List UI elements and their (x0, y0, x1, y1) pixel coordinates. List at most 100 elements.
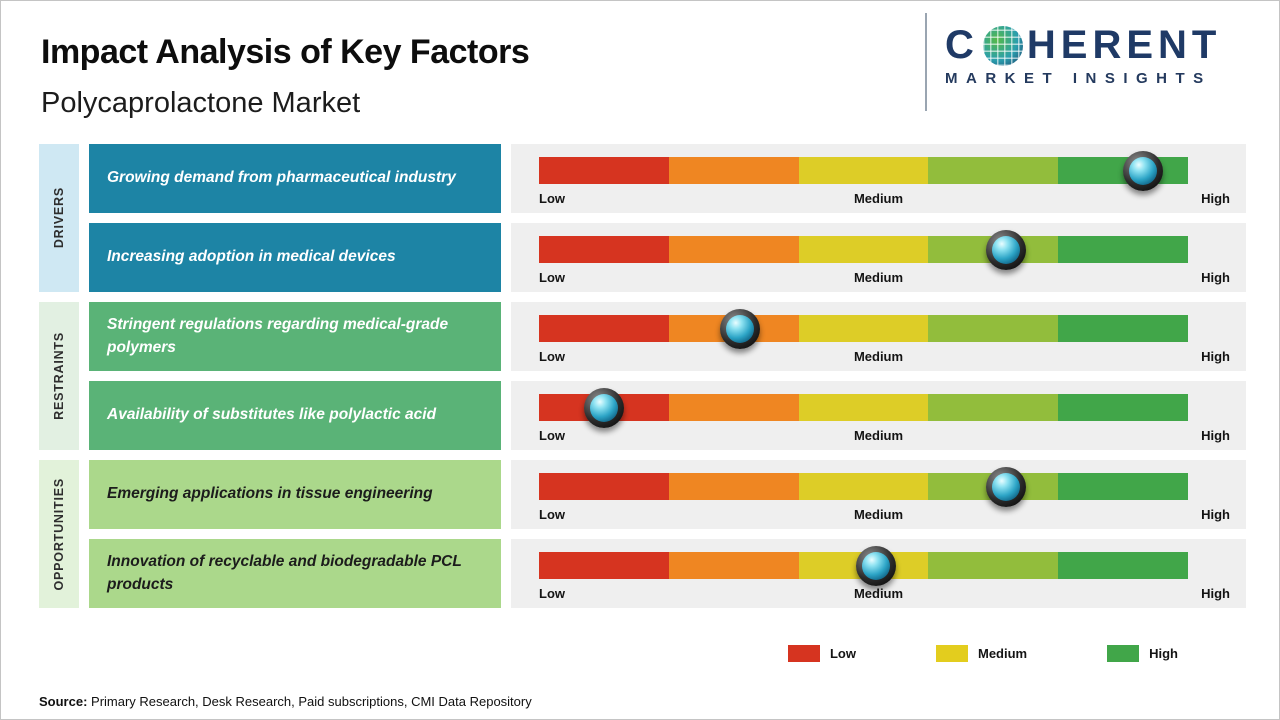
scale-label-high: High (1201, 349, 1230, 364)
impact-bar-panel-1: Low Medium High (511, 144, 1246, 213)
impact-bar-3 (539, 308, 1188, 349)
legend: Low Medium High (511, 645, 1246, 662)
impact-marker-core (992, 235, 1021, 264)
impact-marker-5 (986, 466, 1027, 507)
impact-bar-5 (539, 466, 1188, 507)
bar-segment (1058, 473, 1188, 500)
impact-bar-panel-3: Low Medium High (511, 302, 1246, 371)
impact-bar-2 (539, 229, 1188, 270)
scale-label-medium: Medium (853, 428, 904, 443)
bar-segment (539, 236, 669, 263)
scale-label-medium: Medium (853, 349, 904, 364)
brand-name: C HERENT (945, 23, 1221, 68)
factor-box-6: Innovation of recyclable and biodegradab… (89, 539, 501, 608)
brand-name-suffix: HERENT (1026, 23, 1222, 67)
source-text: Primary Research, Desk Research, Paid su… (87, 694, 532, 709)
factor-text-6: Innovation of recyclable and biodegradab… (107, 553, 462, 593)
bar-segment (928, 394, 1059, 421)
group-label-drivers: DRIVERS (52, 187, 66, 249)
bar-segment (798, 315, 929, 342)
impact-marker-core (1128, 156, 1157, 185)
scale-label-low: Low (539, 349, 565, 364)
impact-bar-panel-6: Low Medium High (511, 539, 1246, 608)
legend-swatch-low (787, 645, 820, 662)
impact-marker-core (862, 551, 891, 580)
bar-segment (1058, 552, 1188, 579)
group-strip-drivers: DRIVERS (39, 144, 79, 292)
legend-label-low: Low (829, 646, 856, 661)
source-prefix: Source: (39, 694, 88, 709)
factor-box-5: Emerging applications in tissue engineer… (89, 460, 501, 529)
scale-label-high: High (1201, 191, 1230, 206)
bar-segment (668, 552, 799, 579)
legend-item-low: Low (787, 645, 856, 662)
group-strip-opportunities: OPPORTUNITIES (39, 460, 79, 608)
bar-segment (539, 157, 669, 184)
factor-text-3: Stringent regulations regarding medical-… (107, 316, 449, 356)
legend-swatch-high (1107, 645, 1140, 662)
bar-segment (928, 315, 1059, 342)
bar-segment (928, 552, 1059, 579)
legend-item-medium: Medium (935, 645, 1028, 662)
legend-label-high: High (1149, 646, 1178, 661)
impact-bar-panel-4: Low Medium High (511, 381, 1246, 450)
scale-label-high: High (1201, 586, 1230, 601)
bar-segment (798, 473, 929, 500)
impact-marker-core (589, 393, 618, 422)
group-strip-restraints: RESTRAINTS (39, 302, 79, 450)
bar-segment (539, 315, 669, 342)
impact-bar-4 (539, 387, 1188, 428)
group-label-opportunities: OPPORTUNITIES (52, 477, 66, 591)
scale-label-low: Low (539, 191, 565, 206)
impact-bar-6 (539, 545, 1188, 586)
factor-box-1: Growing demand from pharmaceutical indus… (89, 144, 501, 213)
factor-text-2: Increasing adoption in medical devices (107, 248, 396, 266)
bar-segment (928, 157, 1059, 184)
brand-tagline: MARKET INSIGHTS (945, 70, 1212, 87)
factor-text-5: Emerging applications in tissue engineer… (107, 485, 433, 503)
impact-marker-2 (986, 229, 1027, 270)
group-label-restraints: RESTRAINTS (52, 332, 66, 420)
impact-marker-3 (720, 308, 761, 349)
bar-segment (1058, 236, 1188, 263)
bar-segment (668, 394, 799, 421)
bar-segment (539, 552, 669, 579)
impact-marker-core (726, 314, 755, 343)
brand-name-prefix: C (945, 23, 979, 67)
legend-label-medium: Medium (977, 646, 1028, 661)
bar-segment (798, 157, 929, 184)
scale-label-low: Low (539, 270, 565, 285)
factor-text-4: Availability of substitutes like polylac… (107, 406, 437, 424)
source-note: Source: Primary Research, Desk Research,… (39, 694, 532, 709)
scale-label-medium: Medium (853, 586, 904, 601)
mosaic-globe-icon (982, 25, 1023, 66)
impact-marker-6 (856, 545, 897, 586)
factor-box-2: Increasing adoption in medical devices (89, 223, 501, 292)
bar-segment (798, 236, 929, 263)
impact-marker-core (992, 472, 1021, 501)
impact-marker-4 (583, 387, 624, 428)
scale-label-high: High (1201, 428, 1230, 443)
impact-bar-panel-2: Low Medium High (511, 223, 1246, 292)
logo-divider (925, 13, 927, 111)
factor-text-1: Growing demand from pharmaceutical indus… (107, 169, 456, 187)
brand-logo: C HERENT MARKET INSIGHTS (925, 13, 1255, 111)
factor-box-3: Stringent regulations regarding medical-… (89, 302, 501, 371)
bar-segment (798, 394, 929, 421)
scale-label-medium: Medium (853, 270, 904, 285)
legend-item-high: High (1107, 645, 1178, 662)
impact-marker-1 (1122, 150, 1163, 191)
legend-swatch-medium (935, 645, 968, 662)
bar-segment (1058, 315, 1188, 342)
bar-segment (668, 236, 799, 263)
bar-segment (668, 157, 799, 184)
scale-label-low: Low (539, 586, 565, 601)
factor-box-4: Availability of substitutes like polylac… (89, 381, 501, 450)
page-subtitle: Polycaprolactone Market (41, 87, 361, 119)
scale-label-high: High (1201, 270, 1230, 285)
page-title: Impact Analysis of Key Factors (41, 33, 530, 71)
bar-segment (668, 473, 799, 500)
scale-label-high: High (1201, 507, 1230, 522)
impact-grid: DRIVERS Growing demand from pharmaceutic… (39, 144, 1246, 608)
